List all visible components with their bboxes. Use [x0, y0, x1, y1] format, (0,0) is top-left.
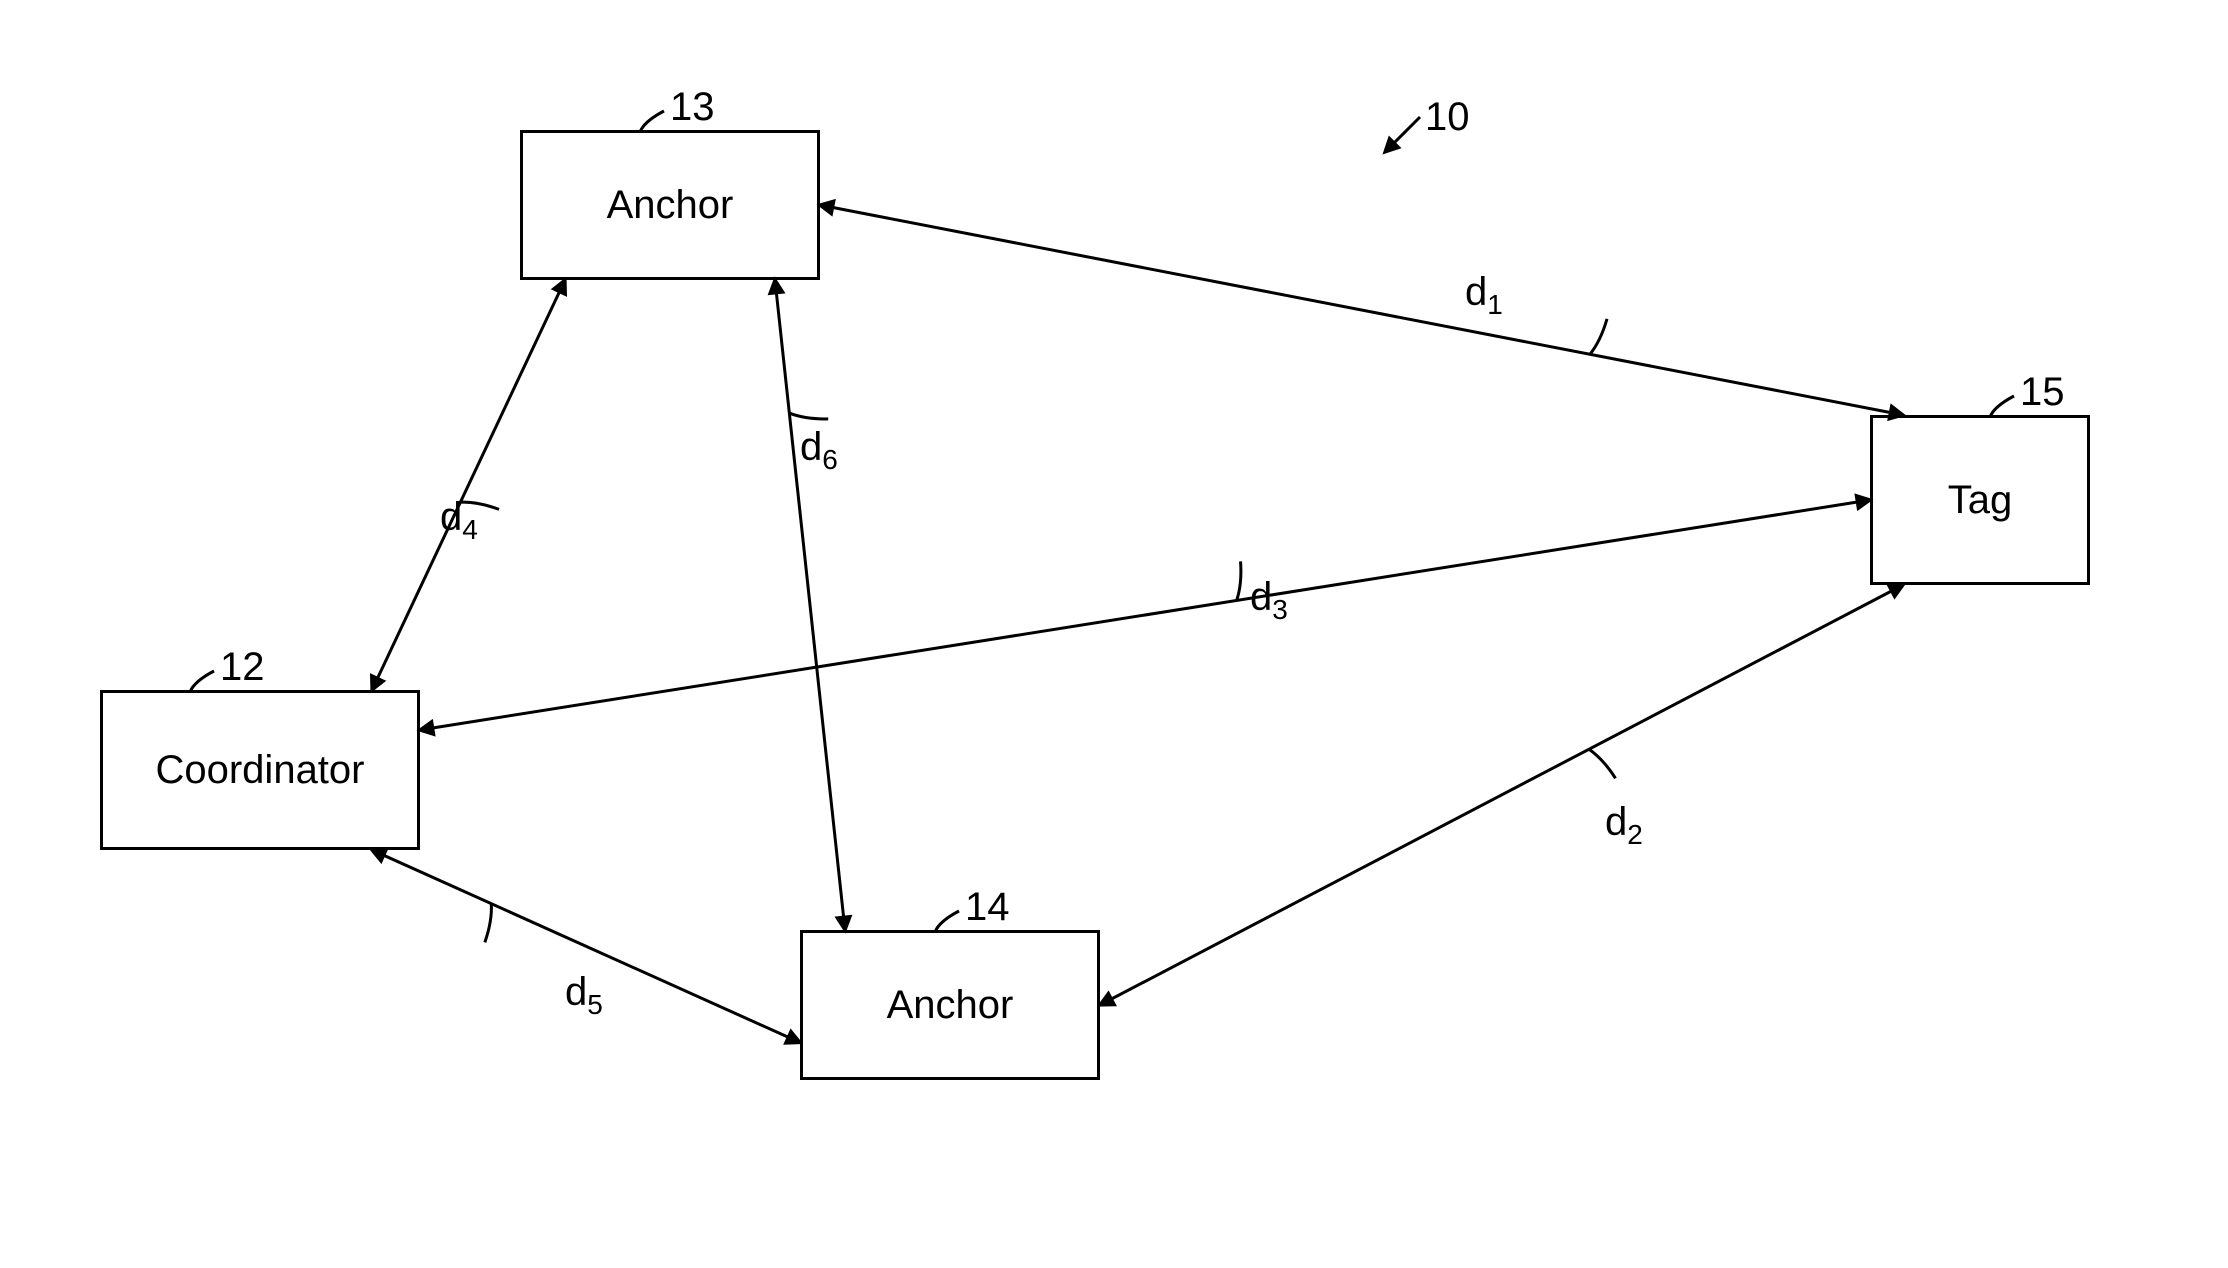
ref-tick-coordinator — [190, 671, 214, 692]
node-label-tag: Tag — [1948, 478, 2013, 523]
edge-label-d4: d4 — [440, 495, 478, 546]
edge-tick-d5 — [485, 904, 492, 943]
node-anchor14: Anchor — [800, 930, 1100, 1080]
node-ref-anchor13: 13 — [670, 85, 715, 130]
edge-d3 — [420, 500, 1870, 730]
edge-label-d1: d1 — [1465, 270, 1503, 321]
node-label-anchor13: Anchor — [607, 183, 734, 228]
node-anchor13: Anchor — [520, 130, 820, 280]
figure-ref-label: 10 — [1425, 95, 1470, 140]
node-ref-anchor14: 14 — [965, 885, 1010, 930]
edge-d6 — [775, 280, 845, 930]
diagram-canvas: Anchor 13 Coordinator 12 Anchor 14 Tag 15 10 d1 d2… — [0, 0, 2228, 1268]
node-label-anchor14: Anchor — [887, 983, 1014, 1028]
node-label-coordinator: Coordinator — [155, 748, 364, 793]
edge-label-d3: d3 — [1250, 575, 1288, 626]
edge-label-d6: d6 — [800, 425, 838, 476]
node-tag: Tag — [1870, 415, 2090, 585]
ref-tick-tag — [1990, 396, 2014, 417]
node-ref-coordinator: 12 — [220, 645, 265, 690]
edge-d4 — [372, 280, 565, 690]
edge-d2 — [1100, 585, 1903, 1005]
edge-tick-d3 — [1237, 561, 1241, 600]
edges-layer — [0, 0, 2228, 1268]
edge-tick-d6 — [789, 413, 828, 419]
edge-label-d5: d5 — [565, 970, 603, 1021]
edge-tick-d2 — [1589, 749, 1615, 778]
edge-tick-d1 — [1590, 319, 1607, 354]
edge-d1 — [820, 205, 1903, 415]
ref-tick-anchor14 — [935, 911, 959, 932]
node-ref-tag: 15 — [2020, 370, 2065, 415]
figure-ref-arrow — [1385, 117, 1420, 152]
ref-tick-anchor13 — [640, 111, 664, 132]
node-coordinator: Coordinator — [100, 690, 420, 850]
edge-label-d2: d2 — [1605, 800, 1643, 851]
